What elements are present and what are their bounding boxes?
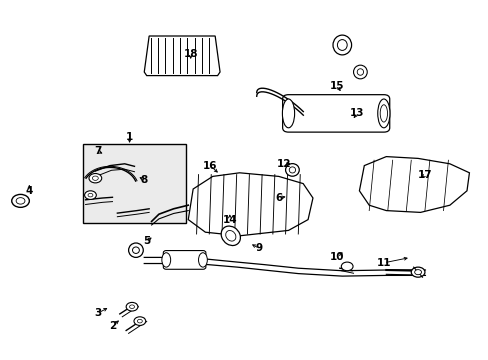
Ellipse shape	[162, 253, 170, 267]
Text: 11: 11	[376, 258, 390, 268]
Ellipse shape	[337, 40, 346, 50]
Ellipse shape	[132, 247, 139, 253]
FancyBboxPatch shape	[282, 95, 389, 132]
Ellipse shape	[225, 230, 235, 241]
Ellipse shape	[289, 167, 295, 173]
Text: 14: 14	[222, 215, 237, 225]
Polygon shape	[144, 36, 220, 76]
Circle shape	[92, 176, 98, 180]
Circle shape	[12, 194, 29, 207]
FancyBboxPatch shape	[163, 251, 205, 269]
Ellipse shape	[198, 253, 207, 267]
Text: 6: 6	[275, 193, 282, 203]
Text: 3: 3	[94, 308, 101, 318]
Circle shape	[84, 191, 96, 199]
Circle shape	[137, 319, 142, 323]
Text: 5: 5	[143, 236, 150, 246]
FancyBboxPatch shape	[83, 144, 185, 223]
Text: 1: 1	[126, 132, 133, 142]
Circle shape	[410, 267, 424, 277]
Ellipse shape	[377, 99, 389, 128]
Ellipse shape	[221, 226, 240, 246]
Ellipse shape	[332, 35, 351, 55]
Ellipse shape	[285, 163, 299, 176]
Ellipse shape	[282, 99, 294, 128]
Circle shape	[16, 198, 25, 204]
Circle shape	[88, 193, 93, 197]
Polygon shape	[188, 173, 312, 236]
Text: 8: 8	[141, 175, 147, 185]
Circle shape	[414, 270, 421, 275]
Text: 13: 13	[349, 108, 364, 118]
Polygon shape	[359, 157, 468, 212]
Circle shape	[89, 174, 102, 183]
Circle shape	[126, 302, 138, 311]
Text: 4: 4	[25, 186, 33, 196]
Text: 10: 10	[329, 252, 344, 262]
Text: 2: 2	[109, 321, 116, 331]
Ellipse shape	[379, 105, 386, 122]
Circle shape	[341, 262, 352, 271]
Ellipse shape	[356, 69, 363, 75]
Text: 12: 12	[276, 159, 290, 169]
Text: 9: 9	[255, 243, 262, 253]
Text: 16: 16	[203, 161, 217, 171]
Ellipse shape	[353, 65, 366, 79]
Text: 17: 17	[417, 170, 432, 180]
Text: 15: 15	[329, 81, 344, 91]
Text: 7: 7	[94, 146, 102, 156]
Circle shape	[134, 317, 145, 325]
Ellipse shape	[128, 243, 143, 257]
Text: 18: 18	[183, 49, 198, 59]
Circle shape	[129, 305, 134, 309]
